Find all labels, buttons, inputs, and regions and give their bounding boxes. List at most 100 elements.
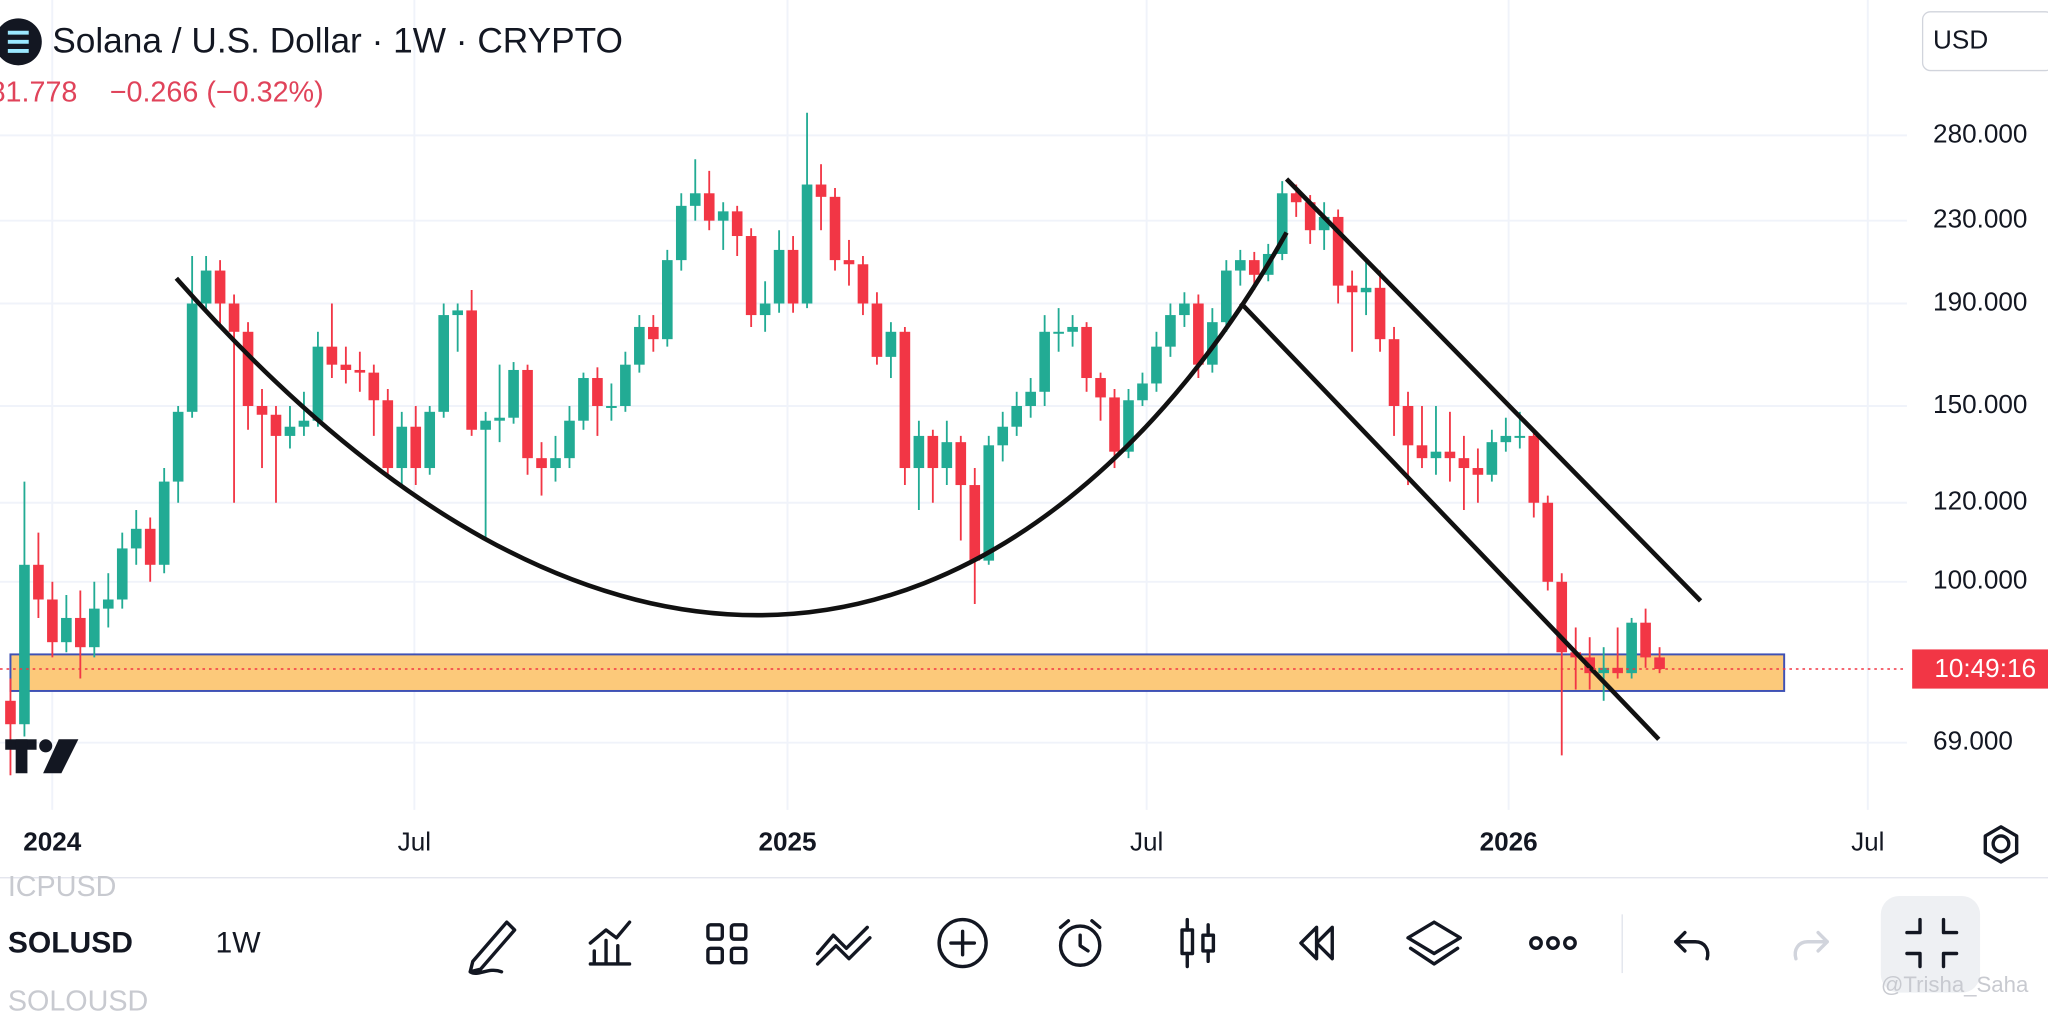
currency-button[interactable] [1921, 11, 2048, 72]
candle-body [1318, 216, 1330, 231]
candle-body [494, 417, 505, 421]
compare-tool[interactable] [815, 925, 872, 966]
candle-body [1472, 468, 1484, 475]
candle-body [1011, 406, 1023, 427]
candle-body [592, 378, 603, 407]
candle-body [899, 331, 911, 469]
candle-body [410, 426, 422, 469]
candle-body [857, 264, 869, 304]
candle-body [1360, 287, 1372, 293]
layout-tool[interactable] [706, 923, 748, 965]
candle-body [661, 260, 673, 340]
candle-body [1332, 216, 1344, 286]
candle-body [1486, 442, 1498, 475]
candle-body [703, 193, 715, 221]
chart-type-tool[interactable] [1180, 917, 1216, 969]
channel-top [1284, 177, 1703, 603]
candle-body [33, 564, 44, 600]
candle-body [1626, 622, 1637, 674]
candle-body [200, 270, 212, 304]
currency[interactable]: USD [1933, 25, 1988, 55]
candle-body [648, 326, 659, 340]
coin-icon-stripes [7, 30, 29, 53]
fullscreen-button[interactable] [1880, 896, 1981, 993]
candle-body [689, 193, 701, 206]
interval[interactable]: 1W [216, 926, 262, 959]
candle-body [1221, 270, 1232, 323]
candle-body [1081, 326, 1092, 379]
candle-body [997, 426, 1009, 446]
candle-body [1528, 435, 1540, 503]
candle-body [885, 331, 897, 357]
candle-body [606, 406, 617, 408]
candle-body [5, 700, 16, 725]
candle-body [130, 528, 142, 549]
candle-body [1542, 502, 1554, 582]
candle-body [75, 617, 86, 648]
candle-body [843, 260, 855, 265]
candle-body [536, 458, 547, 469]
candle-body [1402, 406, 1414, 446]
candle-body [522, 369, 533, 459]
indicators-tool[interactable] [588, 920, 632, 966]
candle-body [550, 458, 561, 469]
y-tick-label: 69.000 [1933, 726, 2013, 756]
candle-body [1612, 667, 1623, 674]
tv-logo [5, 739, 79, 774]
candle-body [256, 406, 268, 415]
x-tick-label: Jul [1130, 827, 1163, 857]
candle-body [1276, 193, 1288, 254]
candle-body [1388, 339, 1400, 407]
candle-body [298, 420, 310, 427]
candle-body [424, 411, 436, 469]
x-tick-label: Jul [1851, 827, 1884, 857]
candle-body [815, 184, 827, 197]
candle-body [47, 599, 58, 643]
candle-body [88, 608, 100, 648]
grid [0, 0, 1907, 810]
candle-body [102, 599, 114, 609]
prev-symbol[interactable]: ICPUSD [8, 871, 117, 903]
candle-body [368, 372, 380, 401]
candle-body [927, 435, 939, 469]
candle-body [1109, 397, 1120, 452]
candle-body [801, 184, 813, 304]
symbol[interactable]: SOLUSD [8, 926, 133, 959]
candle-body [787, 249, 799, 304]
next-symbol[interactable]: SOLOUSD [8, 986, 148, 1011]
x-tick-label: 2025 [758, 827, 816, 857]
candle-body [1654, 657, 1665, 670]
candle-body [1514, 435, 1526, 438]
undo[interactable] [1674, 930, 1710, 961]
candle-body [1346, 285, 1358, 293]
candle-body [578, 378, 589, 421]
candle-body [955, 442, 967, 486]
candle-body [354, 369, 366, 373]
fullscreen-icon[interactable] [1905, 917, 1959, 969]
candle-body [1430, 451, 1442, 459]
candle-body [144, 528, 156, 565]
candle-body [480, 420, 491, 430]
replay-tool[interactable] [1299, 925, 1334, 961]
candle-body [1416, 445, 1428, 459]
candle-body [1193, 303, 1204, 365]
candle-body [1444, 451, 1456, 459]
settings-icon[interactable] [1983, 825, 2019, 864]
more-tool[interactable] [1529, 936, 1577, 950]
redo[interactable] [1793, 930, 1829, 961]
candle-body [1165, 315, 1176, 347]
candle-body [941, 442, 953, 469]
candle-body [158, 481, 170, 565]
candle-body [466, 310, 477, 430]
alert-tool[interactable] [1058, 919, 1102, 967]
candle-body [745, 236, 757, 316]
candle-body [452, 310, 463, 316]
x-tick-label: 2026 [1480, 827, 1538, 857]
draw-tool[interactable] [468, 920, 517, 975]
add-tool[interactable] [937, 917, 988, 969]
candle-body [508, 369, 519, 418]
candle-body [1039, 331, 1050, 392]
layers-tool[interactable] [1406, 920, 1462, 966]
candle-body [1304, 202, 1316, 231]
